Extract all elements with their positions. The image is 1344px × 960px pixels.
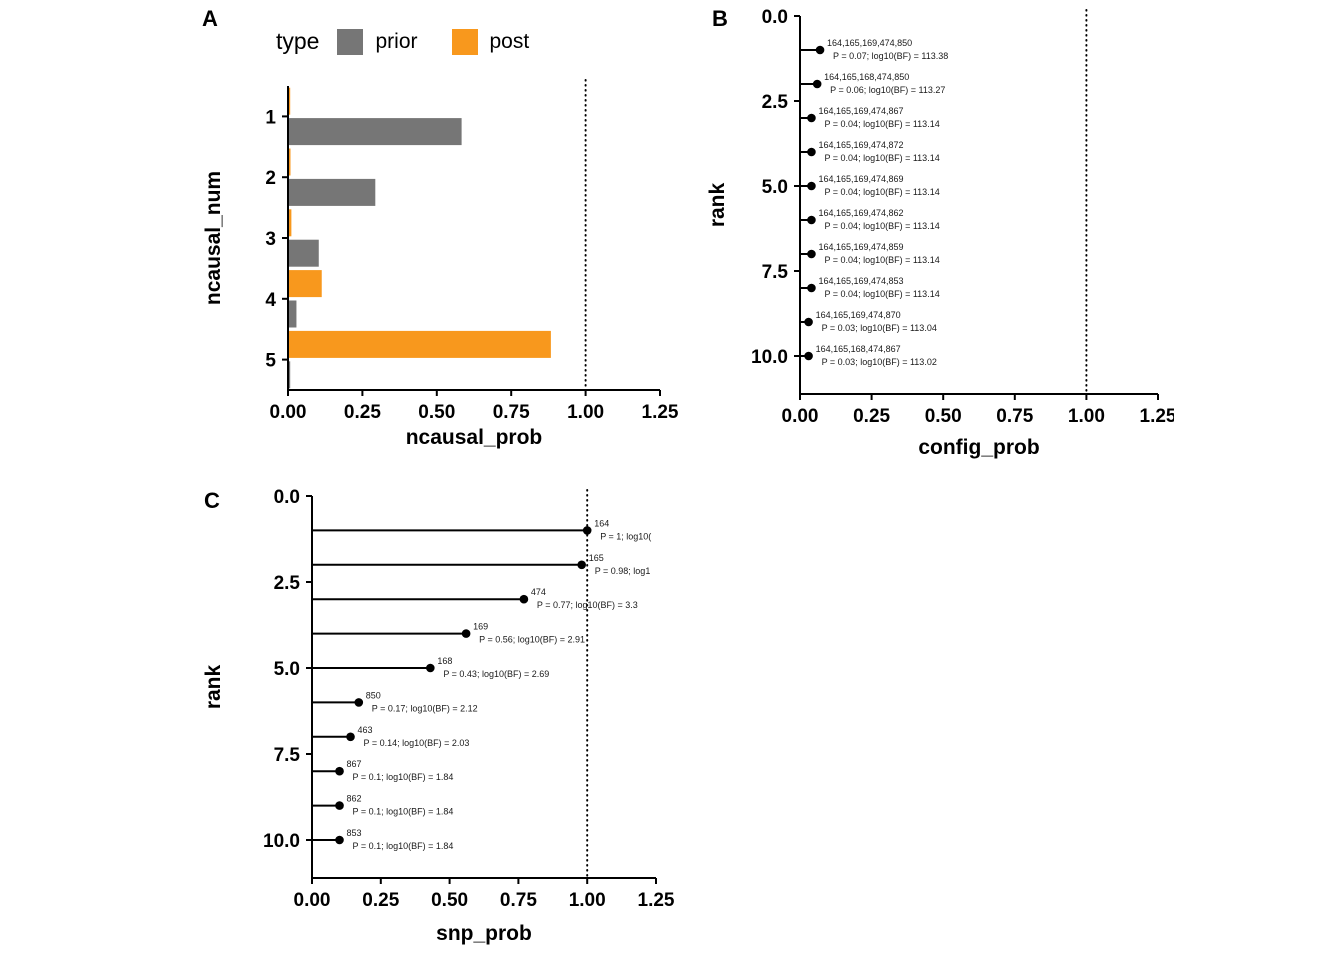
svg-text:3: 3 [265, 229, 276, 250]
type-legend: type prior post [276, 28, 563, 55]
svg-text:P = 1; log10(: P = 1; log10( [600, 531, 651, 541]
svg-text:0.00: 0.00 [294, 890, 331, 911]
svg-text:1.25: 1.25 [1140, 406, 1174, 427]
svg-text:169: 169 [473, 622, 488, 632]
svg-text:10.0: 10.0 [263, 831, 300, 852]
svg-text:2: 2 [265, 168, 276, 189]
svg-text:0.75: 0.75 [996, 406, 1033, 427]
svg-text:1.00: 1.00 [567, 402, 604, 423]
svg-text:2.5: 2.5 [274, 573, 301, 594]
svg-text:P = 0.17; log10(BF) = 2.12: P = 0.17; log10(BF) = 2.12 [372, 703, 478, 713]
svg-text:0.50: 0.50 [431, 890, 468, 911]
svg-text:164,165,169,474,862: 164,165,169,474,862 [818, 208, 903, 218]
svg-text:0.00: 0.00 [782, 406, 819, 427]
svg-text:164,165,168,474,850: 164,165,168,474,850 [824, 72, 909, 82]
panel-a-label: A [202, 6, 218, 31]
post-swatch-icon [451, 28, 478, 55]
svg-text:P = 0.43; log10(BF) = 2.69: P = 0.43; log10(BF) = 2.69 [443, 669, 549, 679]
svg-text:0.0: 0.0 [274, 487, 300, 508]
panel-b-xlabel: config_prob [918, 436, 1040, 459]
config-prob-lollipop-chart: 0.00 0.25 0.50 0.75 1.00 1.25 0.0 2.5 5.0 7.5 10.0… [751, 7, 1174, 427]
svg-text:0.75: 0.75 [493, 402, 530, 423]
svg-text:7.5: 7.5 [274, 745, 301, 766]
svg-text:P = 0.77; log10(BF) = 3.3: P = 0.77; log10(BF) = 3.3 [537, 600, 638, 610]
panel-c-xlabel: snp_prob [436, 922, 532, 945]
svg-text:0.0: 0.0 [762, 7, 788, 28]
svg-text:1.25: 1.25 [642, 402, 679, 423]
svg-text:862: 862 [347, 794, 362, 804]
svg-text:0.00: 0.00 [270, 402, 307, 423]
legend-label-post: post [489, 29, 530, 53]
svg-text:164,165,169,474,850: 164,165,169,474,850 [827, 38, 912, 48]
svg-text:P = 0.03; log10(BF) = 113.04: P = 0.03; log10(BF) = 113.04 [822, 323, 937, 333]
panel-a: A type prior post ncausal_num 0.00 0.25 0.… [180, 0, 685, 472]
svg-text:0.50: 0.50 [925, 406, 962, 427]
svg-text:P = 0.1; log10(BF) = 1.84: P = 0.1; log10(BF) = 1.84 [353, 807, 454, 817]
snp-prob-lollipop-chart: 0.00 0.25 0.50 0.75 1.00 1.25 0.0 2.5 5.0 7.5 10.0… [263, 487, 675, 911]
svg-text:P = 0.06; log10(BF) = 113.27: P = 0.06; log10(BF) = 113.27 [830, 85, 945, 95]
svg-text:5: 5 [265, 351, 276, 372]
svg-text:7.5: 7.5 [762, 262, 789, 283]
svg-text:0.25: 0.25 [344, 402, 381, 423]
panel-c: C rank 0.00 0.25 0.50 0.75 1.00 1.25 0.0 2.5 5.0… [182, 478, 690, 960]
svg-text:P = 0.04; log10(BF) = 113.14: P = 0.04; log10(BF) = 113.14 [824, 153, 939, 163]
svg-text:P = 0.04; log10(BF) = 113.14: P = 0.04; log10(BF) = 113.14 [824, 221, 939, 231]
svg-text:0.25: 0.25 [853, 406, 890, 427]
svg-text:867: 867 [347, 759, 362, 769]
svg-text:168: 168 [437, 656, 452, 666]
svg-text:165: 165 [589, 553, 604, 563]
svg-text:10.0: 10.0 [751, 347, 788, 368]
svg-text:P = 0.04; log10(BF) = 113.14: P = 0.04; log10(BF) = 113.14 [824, 255, 939, 265]
svg-text:164,165,169,474,870: 164,165,169,474,870 [816, 310, 901, 320]
svg-text:P = 0.04; log10(BF) = 113.14: P = 0.04; log10(BF) = 113.14 [824, 187, 939, 197]
svg-text:5.0: 5.0 [274, 659, 300, 680]
svg-text:5.0: 5.0 [762, 177, 788, 198]
svg-text:P = 0.14; log10(BF) = 2.03: P = 0.14; log10(BF) = 2.03 [364, 738, 470, 748]
svg-text:164,165,169,474,867: 164,165,169,474,867 [818, 106, 903, 116]
svg-text:P = 0.07; log10(BF) = 113.38: P = 0.07; log10(BF) = 113.38 [833, 51, 948, 61]
svg-text:1.00: 1.00 [1068, 406, 1105, 427]
svg-text:0.25: 0.25 [362, 890, 399, 911]
panel-c-label: C [204, 488, 220, 513]
svg-text:164: 164 [594, 518, 609, 528]
svg-text:P = 0.04; log10(BF) = 113.14: P = 0.04; log10(BF) = 113.14 [824, 119, 939, 129]
svg-text:164,165,169,474,869: 164,165,169,474,869 [818, 174, 903, 184]
panel-a-xlabel: ncausal_prob [405, 426, 543, 449]
svg-text:0.75: 0.75 [500, 890, 537, 911]
panel-b: B rank 0.00 0.25 0.50 0.75 1.00 1.25 0.0 2.5 5.0… [688, 0, 1174, 472]
svg-text:853: 853 [347, 828, 362, 838]
svg-text:850: 850 [366, 690, 381, 700]
svg-text:474: 474 [531, 587, 546, 597]
svg-text:164,165,169,474,853: 164,165,169,474,853 [818, 276, 903, 286]
svg-text:164,165,169,474,872: 164,165,169,474,872 [818, 140, 903, 150]
svg-text:1.25: 1.25 [638, 890, 675, 911]
svg-text:463: 463 [358, 725, 373, 735]
svg-text:2.5: 2.5 [762, 92, 789, 113]
svg-text:1: 1 [265, 107, 276, 128]
svg-text:P = 0.04; log10(BF) = 113.14: P = 0.04; log10(BF) = 113.14 [824, 289, 939, 299]
svg-text:P = 0.56; log10(BF) = 2.91: P = 0.56; log10(BF) = 2.91 [479, 635, 585, 645]
svg-text:0.50: 0.50 [418, 402, 455, 423]
prior-swatch-icon [337, 28, 364, 55]
panel-b-label: B [712, 6, 728, 31]
svg-text:164,165,169,474,859: 164,165,169,474,859 [818, 242, 903, 252]
svg-text:P = 0.1; log10(BF) = 1.84: P = 0.1; log10(BF) = 1.84 [353, 772, 454, 782]
svg-text:1.00: 1.00 [569, 890, 606, 911]
legend-title: type [276, 28, 320, 54]
ncausal-bar-chart: 0.00 0.25 0.50 0.75 1.00 1.25 1 2 3 4 5 [265, 79, 679, 423]
svg-text:P = 0.03; log10(BF) = 113.02: P = 0.03; log10(BF) = 113.02 [822, 357, 937, 367]
legend-label-prior: prior [375, 29, 418, 53]
svg-text:4: 4 [265, 290, 276, 311]
svg-text:164,165,168,474,867: 164,165,168,474,867 [816, 344, 901, 354]
svg-text:P = 0.98; log1: P = 0.98; log1 [595, 566, 651, 576]
svg-text:P = 0.1; log10(BF) = 1.84: P = 0.1; log10(BF) = 1.84 [353, 841, 454, 851]
